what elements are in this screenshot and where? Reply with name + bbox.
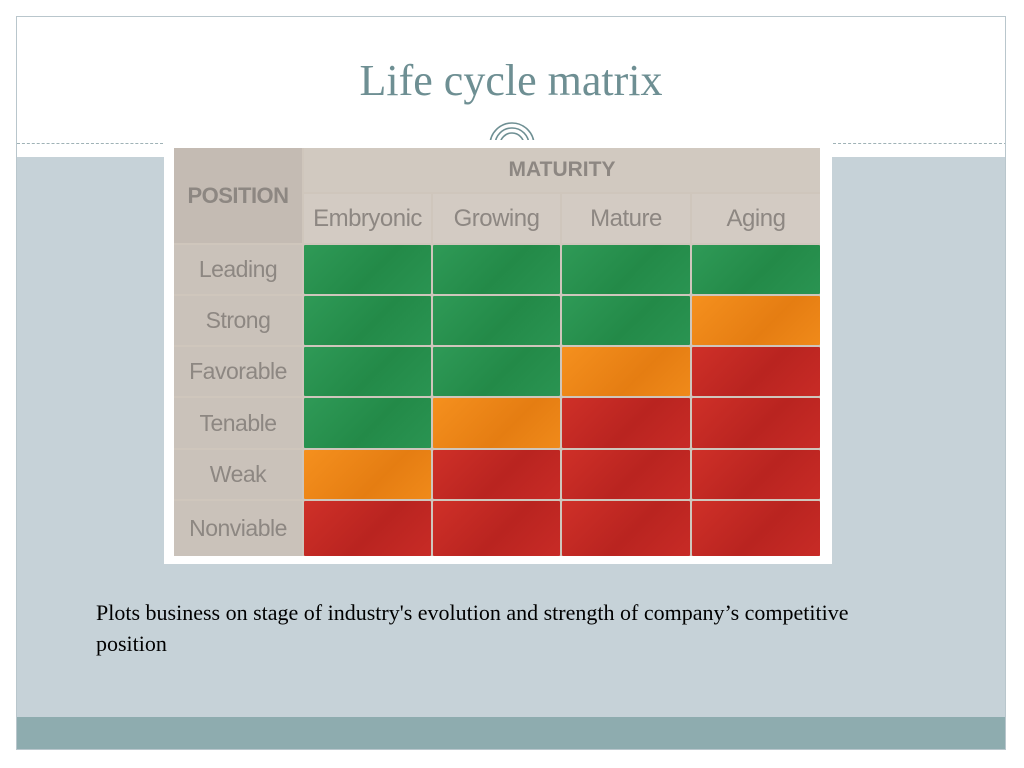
stage-header-embryonic: Embryonic (304, 194, 431, 243)
slide-caption: Plots business on stage of industry's ev… (96, 600, 849, 656)
matrix-cell-leading-mature (562, 245, 690, 294)
life-cycle-matrix: POSITION MATURITY Embryonic Growing Matu… (174, 148, 820, 556)
stage-header-mature: Mature (562, 194, 690, 243)
matrix-cell-tenable-aging (692, 398, 820, 448)
position-label-weak: Weak (174, 450, 302, 499)
maturity-header: MATURITY (304, 148, 820, 192)
matrix-cell-favorable-mature (562, 347, 690, 396)
matrix-cell-nonviable-growing (433, 501, 560, 556)
matrix-cell-tenable-growing (433, 398, 560, 448)
matrix-cell-weak-mature (562, 450, 690, 499)
matrix-cell-weak-aging (692, 450, 820, 499)
matrix-cell-favorable-growing (433, 347, 560, 396)
matrix-cell-strong-mature (562, 296, 690, 345)
position-header: POSITION (174, 148, 302, 243)
matrix-cell-nonviable-embryonic (304, 501, 431, 556)
matrix-cell-weak-embryonic (304, 450, 431, 499)
matrix-image: POSITION MATURITY Embryonic Growing Matu… (164, 140, 832, 564)
position-label-favorable: Favorable (174, 347, 302, 396)
position-label-tenable: Tenable (174, 398, 302, 448)
matrix-cell-strong-growing (433, 296, 560, 345)
stage-header-growing: Growing (433, 194, 560, 243)
matrix-cell-tenable-embryonic (304, 398, 431, 448)
footer-bar (17, 717, 1005, 749)
matrix-cell-leading-aging (692, 245, 820, 294)
matrix-cell-strong-embryonic (304, 296, 431, 345)
title-divider-left (17, 143, 163, 144)
matrix-cell-favorable-embryonic (304, 347, 431, 396)
position-label-nonviable: Nonviable (174, 501, 302, 556)
matrix-cell-nonviable-mature (562, 501, 690, 556)
slide: Life cycle matrix POSITION MATURITY Embr… (16, 16, 1006, 750)
slide-title: Life cycle matrix (359, 56, 663, 105)
position-label-leading: Leading (174, 245, 302, 294)
matrix-cell-favorable-aging (692, 347, 820, 396)
matrix-cell-nonviable-aging (692, 501, 820, 556)
matrix-cell-leading-growing (433, 245, 560, 294)
matrix-cell-leading-embryonic (304, 245, 431, 294)
matrix-cell-weak-growing (433, 450, 560, 499)
title-divider-right (833, 143, 1005, 144)
position-label-strong: Strong (174, 296, 302, 345)
matrix-cell-strong-aging (692, 296, 820, 345)
matrix-cell-tenable-mature (562, 398, 690, 448)
stage-header-aging: Aging (692, 194, 820, 243)
